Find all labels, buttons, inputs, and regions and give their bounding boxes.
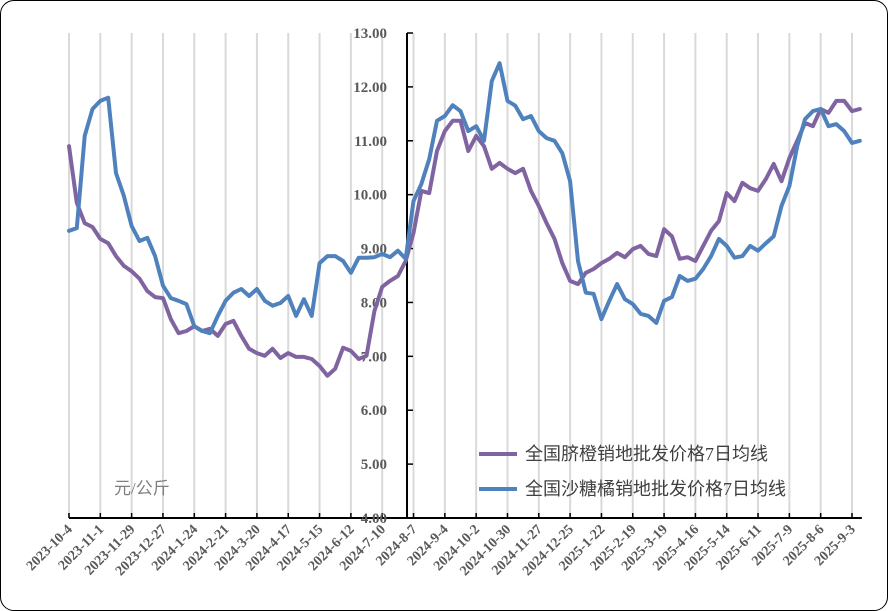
unit-label: 元/公斤 — [114, 479, 170, 498]
series-line-1 — [67, 61, 862, 336]
y-tick-label: 11.00 — [354, 134, 387, 150]
y-tick-label: 10.00 — [353, 188, 387, 204]
y-tick-label: 12.00 — [353, 80, 387, 96]
y-tick-labels: 4.005.006.007.008.009.0010.0011.0012.001… — [353, 26, 387, 527]
axes — [68, 32, 862, 519]
y-tick-label: 5.00 — [361, 457, 387, 473]
x-tick-labels: 2023-10-42023-11-12023-11-292023-12-2720… — [24, 522, 859, 579]
series-lines — [67, 61, 862, 378]
y-tick-label: 8.00 — [361, 295, 387, 311]
legend: 全国脐橙销地批发价格7日均线 全国沙糖橘销地批发价格7日均线 — [479, 444, 786, 499]
y-tick-label: 4.00 — [361, 511, 387, 527]
y-tick-label: 13.00 — [353, 26, 387, 42]
y-tick-label: 6.00 — [361, 403, 387, 419]
legend-label-shatang-mandarin: 全国沙糖橘销地批发价格7日均线 — [525, 479, 786, 499]
legend-label-navel-orange: 全国脐橙销地批发价格7日均线 — [525, 444, 768, 464]
gridlines — [68, 33, 853, 518]
series-line-0 — [67, 98, 862, 378]
